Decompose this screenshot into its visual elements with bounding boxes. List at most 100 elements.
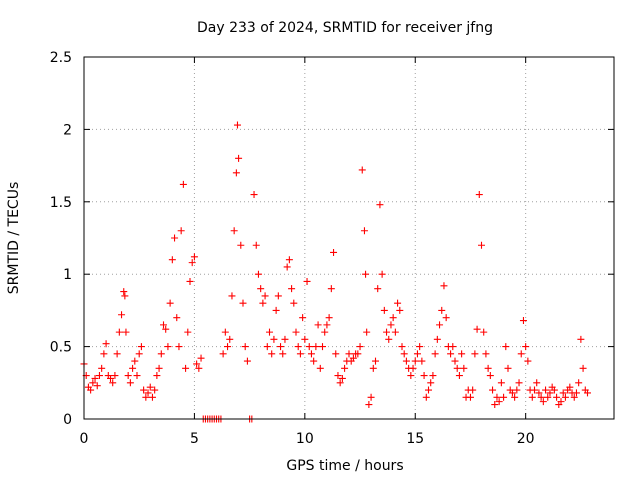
data-point: [363, 328, 371, 336]
data-point: [239, 299, 247, 307]
data-point: [497, 379, 505, 387]
data-point: [100, 350, 108, 358]
data-point: [137, 343, 145, 351]
data-point: [478, 241, 485, 249]
data-point: [517, 350, 525, 358]
data-point: [124, 372, 132, 380]
data-point: [184, 328, 192, 336]
data-point: [259, 299, 267, 307]
data-point: [519, 317, 527, 325]
data-point: [228, 292, 236, 300]
data-point: [115, 328, 123, 336]
data-point: [475, 191, 483, 199]
data-point: [312, 343, 320, 351]
data-point: [480, 328, 488, 336]
plot-frame: [83, 56, 615, 420]
data-point: [325, 314, 333, 322]
data-point: [537, 393, 545, 401]
data-point: [179, 180, 187, 188]
data-point: [338, 374, 346, 382]
data-point: [197, 354, 205, 362]
data-point: [107, 374, 114, 382]
data-point: [358, 166, 366, 174]
data-point: [356, 343, 364, 351]
data-point: [274, 292, 282, 300]
data-point: [226, 335, 234, 343]
data-point: [389, 314, 397, 322]
data-point: [98, 364, 106, 372]
data-point: [270, 335, 278, 343]
data-point: [111, 372, 119, 380]
data-point: [144, 389, 152, 397]
data-point: [447, 350, 455, 358]
grid: [84, 57, 614, 419]
data-point: [299, 314, 307, 322]
data-point: [455, 372, 463, 380]
data-point: [482, 350, 490, 358]
data-point: [281, 335, 289, 343]
data-point: [323, 321, 331, 329]
data-point: [515, 379, 523, 387]
data-point: [524, 357, 532, 365]
data-point: [89, 379, 97, 387]
data-point: [572, 389, 580, 397]
data-point: [440, 282, 448, 290]
data-point: [133, 372, 141, 380]
data-point: [495, 398, 503, 406]
data-point: [383, 328, 391, 336]
data-point: [126, 379, 134, 387]
data-point: [433, 335, 441, 343]
data-point: [148, 393, 156, 401]
data-point: [453, 364, 461, 372]
data-point: [522, 343, 530, 351]
data-point: [394, 299, 402, 307]
data-point: [420, 372, 428, 380]
data-point: [398, 343, 406, 351]
data-point: [268, 350, 276, 358]
data-point: [436, 321, 444, 329]
data-point: [146, 383, 154, 391]
data-point: [449, 343, 457, 351]
data-point: [416, 343, 424, 351]
data-point: [451, 357, 459, 365]
data-point: [135, 350, 143, 358]
data-point: [121, 292, 129, 300]
data-point: [109, 379, 117, 387]
y-tick-label: 2: [63, 122, 72, 138]
data-point: [272, 306, 280, 314]
data-point: [553, 393, 561, 401]
data-point: [182, 364, 190, 372]
data-point: [243, 357, 251, 365]
data-point: [177, 227, 185, 235]
data-point: [502, 343, 510, 351]
data-points: [80, 121, 591, 423]
data-point: [252, 241, 260, 249]
data-point: [486, 372, 494, 380]
data-point: [102, 340, 110, 348]
data-point: [188, 259, 196, 267]
data-point: [489, 386, 497, 394]
data-point: [427, 379, 435, 387]
data-point: [345, 350, 353, 358]
data-point: [469, 386, 477, 394]
data-point: [367, 393, 375, 401]
data-point: [466, 393, 474, 401]
data-point: [336, 379, 344, 387]
y-tick-label: 1: [63, 267, 72, 283]
data-point: [422, 393, 430, 401]
data-point: [307, 350, 315, 358]
data-point: [237, 241, 245, 249]
data-point: [140, 386, 148, 394]
data-point: [285, 256, 293, 264]
data-point: [129, 364, 137, 372]
data-point: [316, 364, 324, 372]
data-point: [195, 364, 203, 372]
data-point: [290, 299, 298, 307]
data-point: [354, 350, 362, 358]
data-point: [513, 386, 521, 394]
data-point: [557, 398, 565, 406]
data-point: [544, 393, 552, 401]
data-point: [418, 357, 426, 365]
data-point: [458, 350, 466, 358]
data-point: [153, 372, 161, 380]
